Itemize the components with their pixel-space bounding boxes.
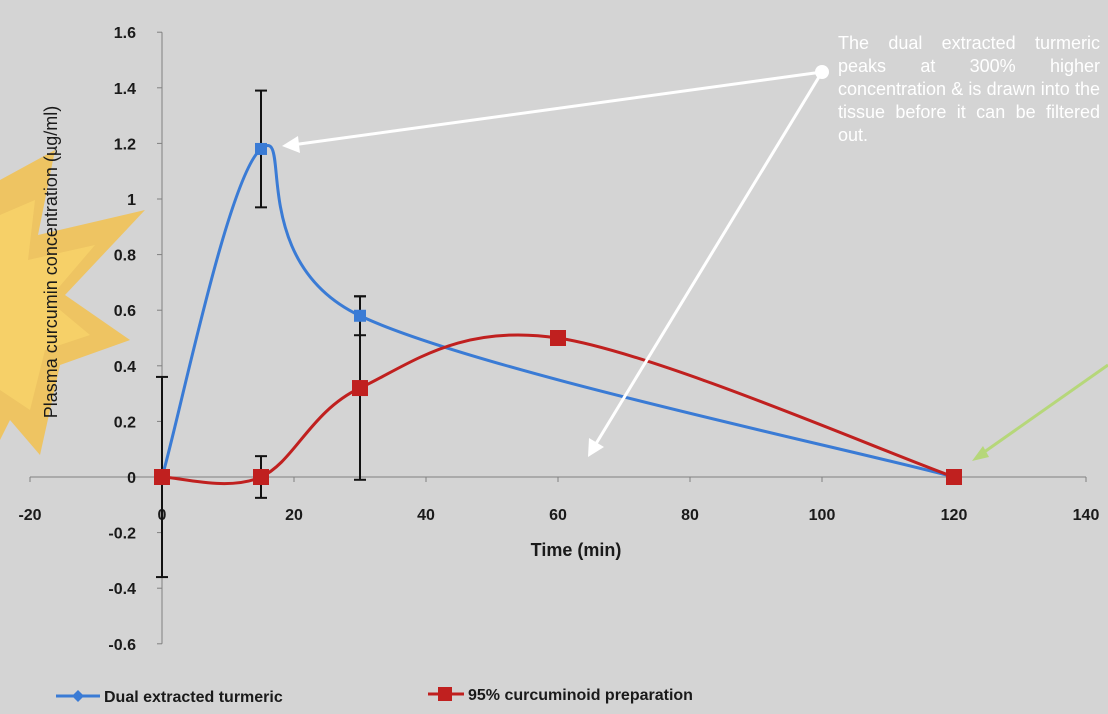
legend: Dual extracted turmeric 95% curcuminoid … [56, 687, 693, 706]
y-tick-label: 0 [127, 470, 136, 487]
annotation-arrow-to-peak [291, 70, 823, 147]
data-point-dual-extracted [354, 309, 366, 322]
x-tick-label: 60 [549, 507, 567, 524]
legend-marker-95 [438, 687, 452, 701]
y-tick-label: 1.4 [114, 81, 136, 98]
annotation-arrowhead-tail [588, 438, 604, 457]
x-tick-label: 140 [1073, 507, 1100, 524]
legend-label-dual: Dual extracted turmeric [104, 689, 283, 706]
data-point-dual-extracted [255, 142, 267, 155]
y-tick-label: 1.6 [114, 25, 136, 42]
y-tick-label: 0.6 [114, 303, 136, 320]
x-axis-title: Time (min) [531, 540, 622, 560]
green-arrow [979, 363, 1108, 457]
data-point-95-curcuminoid [946, 469, 962, 485]
y-tick-label: -0.2 [108, 526, 136, 543]
y-tick-label: 0.2 [114, 414, 136, 431]
error-bars [156, 89, 366, 579]
annotation-arrow-to-tail [592, 71, 824, 448]
y-tick-label: 1.2 [114, 136, 136, 153]
annotation-arrows [282, 65, 1108, 461]
y-tick-label: 0.4 [114, 359, 136, 376]
star-burst-inner-decoration [0, 200, 95, 410]
annotation-text: The dual extracted turmeric peaks at 300… [838, 33, 1100, 145]
y-axis-title: Plasma curcumin concentration (µg/ml) [41, 106, 61, 418]
series-markers [154, 142, 962, 485]
x-tick-label: 120 [941, 507, 968, 524]
series-line-1 [161, 333, 955, 486]
annotation-arrowhead-peak [282, 136, 300, 153]
green-arrowhead [972, 446, 989, 461]
data-point-95-curcuminoid [550, 330, 566, 346]
series-lines [160, 144, 955, 486]
x-tick-label: 100 [809, 507, 836, 524]
legend-label-95: 95% curcuminoid preparation [468, 687, 693, 704]
x-tick-label: 40 [417, 507, 435, 524]
x-tick-label: 80 [681, 507, 699, 524]
series-line-0 [160, 144, 955, 479]
legend-marker-dual [72, 690, 84, 702]
y-tick-label: 0.8 [114, 248, 136, 265]
y-tick-label: -0.4 [108, 581, 136, 598]
data-point-95-curcuminoid [154, 469, 170, 485]
data-point-95-curcuminoid [352, 380, 368, 397]
x-tick-label: -20 [18, 507, 41, 524]
y-tick-label: -0.6 [108, 637, 136, 654]
y-tick-label: 1 [127, 192, 136, 209]
data-point-95-curcuminoid [253, 469, 269, 485]
x-tick-label: 20 [285, 507, 303, 524]
